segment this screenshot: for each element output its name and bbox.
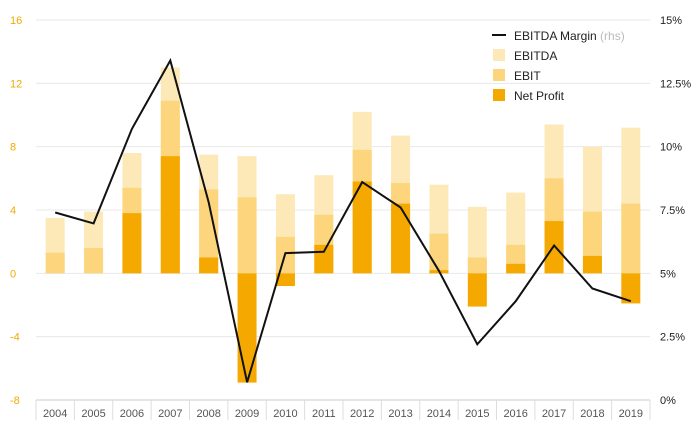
x-tick-label: 2018	[580, 408, 604, 420]
x-tick-label: 2019	[619, 408, 643, 420]
bar-ebitda	[467, 206, 487, 274]
y-right-tick-label: 7.5%	[660, 205, 685, 217]
legend-label-ebitda-margin: EBITDA Margin (rhs)	[514, 29, 625, 43]
x-tick-label: 2014	[427, 408, 451, 420]
y-right-tick-label: 2.5%	[660, 332, 685, 344]
bar-net-profit	[621, 273, 641, 304]
y-right-tick-label: 10%	[660, 142, 682, 154]
x-tick-label: 2012	[350, 408, 374, 420]
bar-net-profit	[352, 181, 372, 274]
bar-net-profit	[506, 263, 526, 274]
x-tick-label: 2005	[81, 408, 105, 420]
y-left-tick-label: 8	[10, 142, 16, 154]
legend-label-net-profit: Net Profit	[514, 89, 565, 103]
bar-ebit	[467, 257, 487, 274]
bar-ebit	[45, 252, 65, 274]
y-left-tick-label: -8	[10, 395, 20, 407]
y-right-tick-label: 0%	[660, 395, 676, 407]
legend-swatch-net-profit	[493, 89, 505, 101]
legend: EBITDA Margin (rhs) EBITDA EBIT Net Profit	[492, 29, 625, 103]
x-tick-label: 2010	[273, 408, 297, 420]
bar-net-profit	[160, 156, 180, 274]
x-tick-label: 2007	[158, 408, 182, 420]
axis-layer: 16 12 8 4 0 -4 -8 15% 12.5% 10% 7.5% 5% 2.5% 0% 2004 20…	[10, 15, 691, 420]
x-tick-label: 2006	[120, 408, 144, 420]
bars-layer	[45, 67, 641, 383]
bar-net-profit	[467, 273, 487, 307]
x-tick-label: 2011	[312, 408, 336, 420]
bar-net-profit	[391, 203, 411, 274]
bar-ebit	[84, 248, 104, 274]
y-left-tick-label: -4	[10, 332, 20, 344]
y-left-tick-label: 16	[10, 15, 22, 27]
y-left-tick-label: 12	[10, 78, 22, 90]
x-tick-label: 2009	[235, 408, 259, 420]
bar-ebit	[199, 189, 219, 274]
x-tick-label: 2004	[43, 408, 67, 420]
x-tick-label: 2016	[503, 408, 527, 420]
line-ebitda-margin	[54, 57, 632, 383]
legend-note-rhs: (rhs)	[597, 29, 625, 43]
y-right-tick-label: 12.5%	[660, 78, 691, 90]
y-left-tick-label: 4	[10, 205, 16, 217]
line-layer	[54, 57, 632, 383]
bar-ebit	[621, 203, 641, 274]
x-tick-label: 2013	[388, 408, 412, 420]
bar-ebit	[237, 197, 257, 274]
bar-net-profit	[122, 213, 142, 274]
x-tick-label: 2008	[196, 408, 220, 420]
bar-net-profit	[199, 257, 219, 274]
y-right-tick-label: 15%	[660, 15, 682, 27]
bar-net-profit	[314, 244, 334, 274]
x-tick-label: 2015	[465, 408, 489, 420]
y-left-tick-label: 0	[10, 268, 16, 280]
bar-net-profit	[237, 273, 257, 383]
y-right-tick-label: 5%	[660, 268, 676, 280]
legend-label-ebitda: EBITDA	[514, 49, 557, 63]
bar-net-profit	[275, 273, 295, 286]
legend-swatch-ebitda	[493, 49, 505, 61]
legend-swatch-ebit	[493, 69, 505, 81]
bar-ebit	[429, 233, 449, 274]
x-tick-label: 2017	[542, 408, 566, 420]
legend-label-ebit: EBIT	[514, 69, 541, 83]
bar-net-profit	[582, 255, 602, 274]
